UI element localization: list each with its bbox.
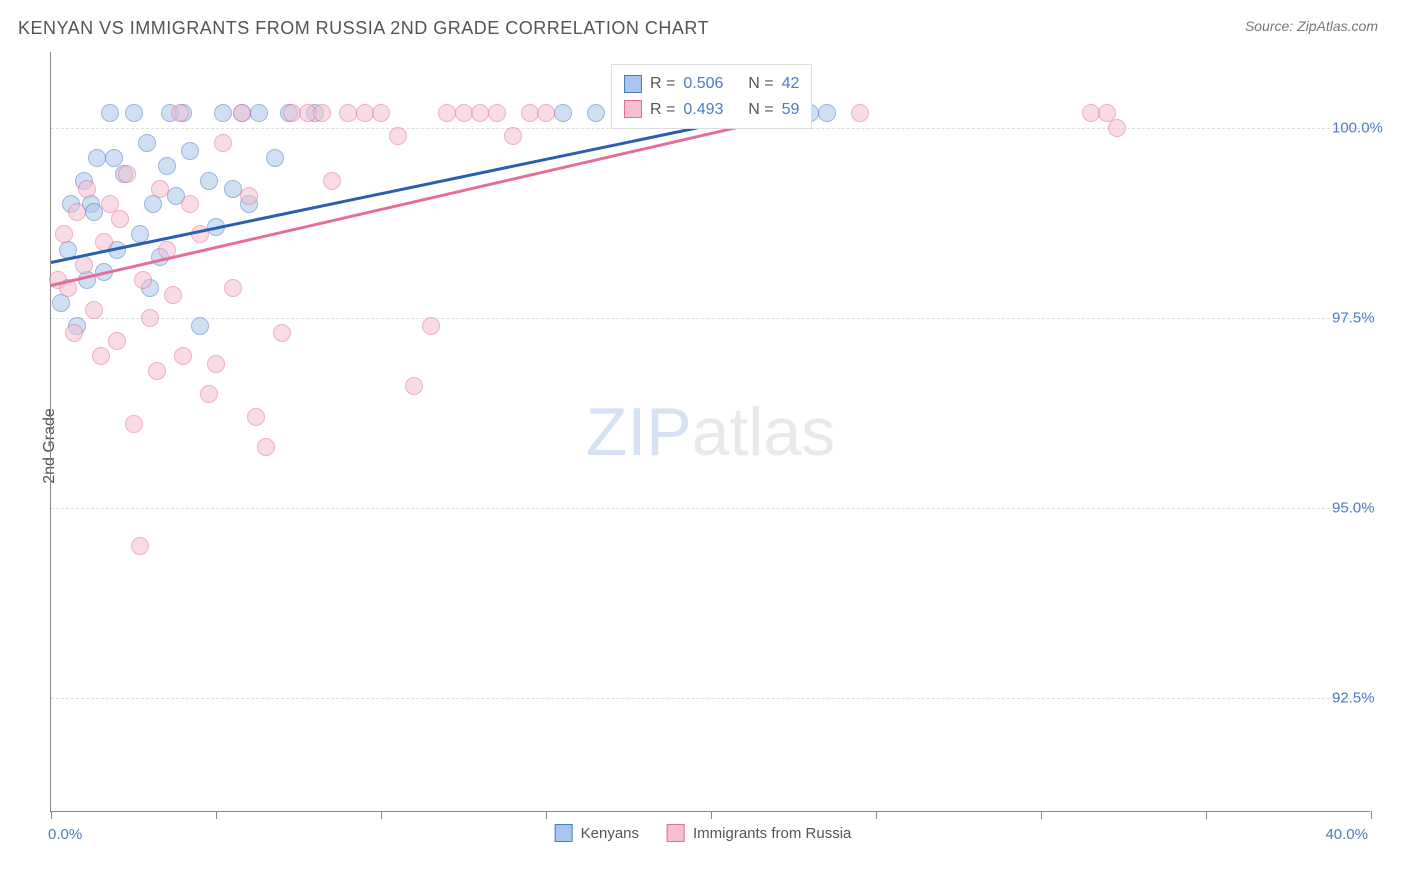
data-point bbox=[108, 332, 126, 350]
watermark: ZIPatlas bbox=[586, 393, 835, 471]
legend-item-kenyans: Kenyans bbox=[555, 824, 639, 842]
data-point bbox=[224, 180, 242, 198]
data-point bbox=[85, 301, 103, 319]
x-tick bbox=[876, 811, 877, 819]
stats-box: R = 0.506 N = 42R = 0.493 N = 59 bbox=[611, 64, 812, 129]
data-point bbox=[151, 180, 169, 198]
data-point bbox=[1082, 104, 1100, 122]
data-point bbox=[125, 415, 143, 433]
legend: Kenyans Immigrants from Russia bbox=[555, 824, 852, 842]
stats-row: R = 0.493 N = 59 bbox=[624, 97, 799, 123]
data-point bbox=[339, 104, 357, 122]
data-point bbox=[88, 149, 106, 167]
data-point bbox=[68, 203, 86, 221]
x-tick bbox=[216, 811, 217, 819]
data-point bbox=[455, 104, 473, 122]
data-point bbox=[224, 279, 242, 297]
data-point bbox=[164, 286, 182, 304]
data-point bbox=[240, 187, 258, 205]
data-point bbox=[1108, 119, 1126, 137]
gridline bbox=[51, 698, 1370, 699]
data-point bbox=[283, 104, 301, 122]
data-point bbox=[75, 256, 93, 274]
data-point bbox=[389, 127, 407, 145]
data-point bbox=[138, 134, 156, 152]
data-point bbox=[537, 104, 555, 122]
x-tick bbox=[1371, 811, 1372, 819]
x-tick bbox=[546, 811, 547, 819]
data-point bbox=[200, 385, 218, 403]
data-point bbox=[471, 104, 489, 122]
data-point bbox=[78, 180, 96, 198]
data-point bbox=[488, 104, 506, 122]
y-tick-label: 92.5% bbox=[1332, 690, 1375, 707]
y-tick-label: 95.0% bbox=[1332, 500, 1375, 517]
data-point bbox=[323, 172, 341, 190]
y-tick-label: 100.0% bbox=[1332, 120, 1383, 137]
data-point bbox=[125, 104, 143, 122]
data-point bbox=[257, 438, 275, 456]
data-point bbox=[521, 104, 539, 122]
data-point bbox=[191, 317, 209, 335]
data-point bbox=[356, 104, 374, 122]
x-tick bbox=[711, 811, 712, 819]
chart-title: KENYAN VS IMMIGRANTS FROM RUSSIA 2ND GRA… bbox=[18, 18, 709, 39]
legend-swatch-icon bbox=[667, 824, 685, 842]
data-point bbox=[134, 271, 152, 289]
data-point bbox=[851, 104, 869, 122]
x-axis-min-label: 0.0% bbox=[48, 826, 82, 843]
data-point bbox=[554, 104, 572, 122]
data-point bbox=[250, 104, 268, 122]
x-tick bbox=[381, 811, 382, 819]
data-point bbox=[111, 210, 129, 228]
data-point bbox=[818, 104, 836, 122]
data-point bbox=[118, 165, 136, 183]
data-point bbox=[372, 104, 390, 122]
data-point bbox=[273, 324, 291, 342]
data-point bbox=[247, 408, 265, 426]
series-swatch-icon bbox=[624, 100, 642, 118]
data-point bbox=[158, 157, 176, 175]
data-point bbox=[313, 104, 331, 122]
gridline bbox=[51, 318, 1370, 319]
data-point bbox=[174, 347, 192, 365]
x-axis-max-label: 40.0% bbox=[1325, 826, 1368, 843]
series-swatch-icon bbox=[624, 75, 642, 93]
data-point bbox=[207, 355, 225, 373]
data-point bbox=[171, 104, 189, 122]
x-tick bbox=[1041, 811, 1042, 819]
data-point bbox=[266, 149, 284, 167]
data-point bbox=[587, 104, 605, 122]
stats-row: R = 0.506 N = 42 bbox=[624, 71, 799, 97]
data-point bbox=[181, 142, 199, 160]
data-point bbox=[92, 347, 110, 365]
data-point bbox=[148, 362, 166, 380]
data-point bbox=[131, 537, 149, 555]
data-point bbox=[214, 134, 232, 152]
data-point bbox=[85, 203, 103, 221]
data-point bbox=[422, 317, 440, 335]
data-point bbox=[65, 324, 83, 342]
legend-item-russia: Immigrants from Russia bbox=[667, 824, 851, 842]
source-credit: Source: ZipAtlas.com bbox=[1245, 18, 1378, 34]
data-point bbox=[405, 377, 423, 395]
data-point bbox=[214, 104, 232, 122]
data-point bbox=[504, 127, 522, 145]
data-point bbox=[101, 104, 119, 122]
data-point bbox=[233, 104, 251, 122]
data-point bbox=[200, 172, 218, 190]
data-point bbox=[141, 309, 159, 327]
x-tick bbox=[1206, 811, 1207, 819]
plot-area: ZIPatlas R = 0.506 N = 42R = 0.493 N = 5… bbox=[50, 52, 1370, 812]
legend-swatch-icon bbox=[555, 824, 573, 842]
gridline bbox=[51, 508, 1370, 509]
data-point bbox=[438, 104, 456, 122]
data-point bbox=[181, 195, 199, 213]
y-tick-label: 97.5% bbox=[1332, 310, 1375, 327]
x-tick bbox=[51, 811, 52, 819]
data-point bbox=[55, 225, 73, 243]
